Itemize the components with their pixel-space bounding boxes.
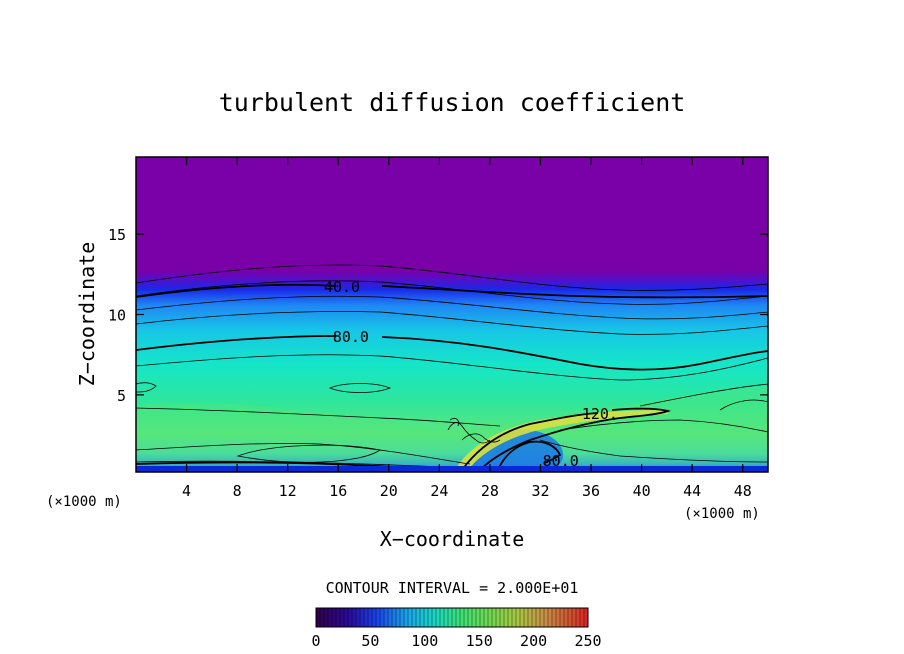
colorbar-tick-label: 150 [466, 632, 493, 650]
thick-contours [136, 283, 768, 471]
x-tick-label: 20 [380, 482, 398, 500]
y-axis: 5 10 15 [108, 226, 768, 405]
contour-label: 80.0 [333, 328, 369, 346]
colorbar-tick-label: 50 [361, 632, 379, 650]
x-axis: 4 8 12 16 20 24 28 32 36 40 44 48 [182, 157, 752, 500]
colorbar-stripes [315, 608, 589, 627]
colorbar-tick-label: 100 [411, 632, 438, 650]
x-tick-label: 44 [683, 482, 701, 500]
colorbar-frame [315, 607, 589, 628]
x-unit-label: (×1000 m) [684, 506, 760, 522]
x-tick-label: 24 [430, 482, 448, 500]
x-tick-label: 12 [279, 482, 297, 500]
surface-band [136, 466, 768, 472]
contour-label: 40.0 [324, 278, 360, 296]
x-tick-label: 40 [633, 482, 651, 500]
contour-interval-label: CONTOUR INTERVAL = 2.000E+01 [326, 579, 579, 597]
x-tick-label: 8 [233, 482, 242, 500]
contour-labels: 40.0 80.0 120. 80.0 [324, 278, 618, 470]
colorbar: 0 50 100 150 200 250 [311, 607, 602, 650]
x-tick-label: 48 [734, 482, 752, 500]
y-axis-title: Z−coordinate [75, 242, 99, 387]
x-tick-label: 28 [481, 482, 499, 500]
x-tick-label: 4 [182, 482, 191, 500]
contour-label: 80.0 [543, 452, 579, 470]
colorbar-tick-label: 250 [574, 632, 601, 650]
x-tick-label: 36 [582, 482, 600, 500]
colorbar-tick-label: 0 [311, 632, 320, 650]
thin-contours [136, 264, 768, 471]
z-unit-label: (×1000 m) [46, 494, 122, 510]
y-tick-label: 15 [108, 226, 126, 244]
green-band [136, 386, 768, 468]
colorbar-ticks: 0 50 100 150 200 250 [311, 632, 601, 650]
x-tick-label: 32 [531, 482, 549, 500]
chart-title: turbulent diffusion coefficient [219, 88, 686, 117]
contour-label: 120. [582, 405, 618, 423]
x-tick-label: 16 [329, 482, 347, 500]
y-tick-label: 10 [108, 307, 126, 325]
x-axis-title: X−coordinate [380, 527, 525, 551]
y-tick-label: 5 [117, 387, 126, 405]
colorbar-tick-label: 200 [520, 632, 547, 650]
